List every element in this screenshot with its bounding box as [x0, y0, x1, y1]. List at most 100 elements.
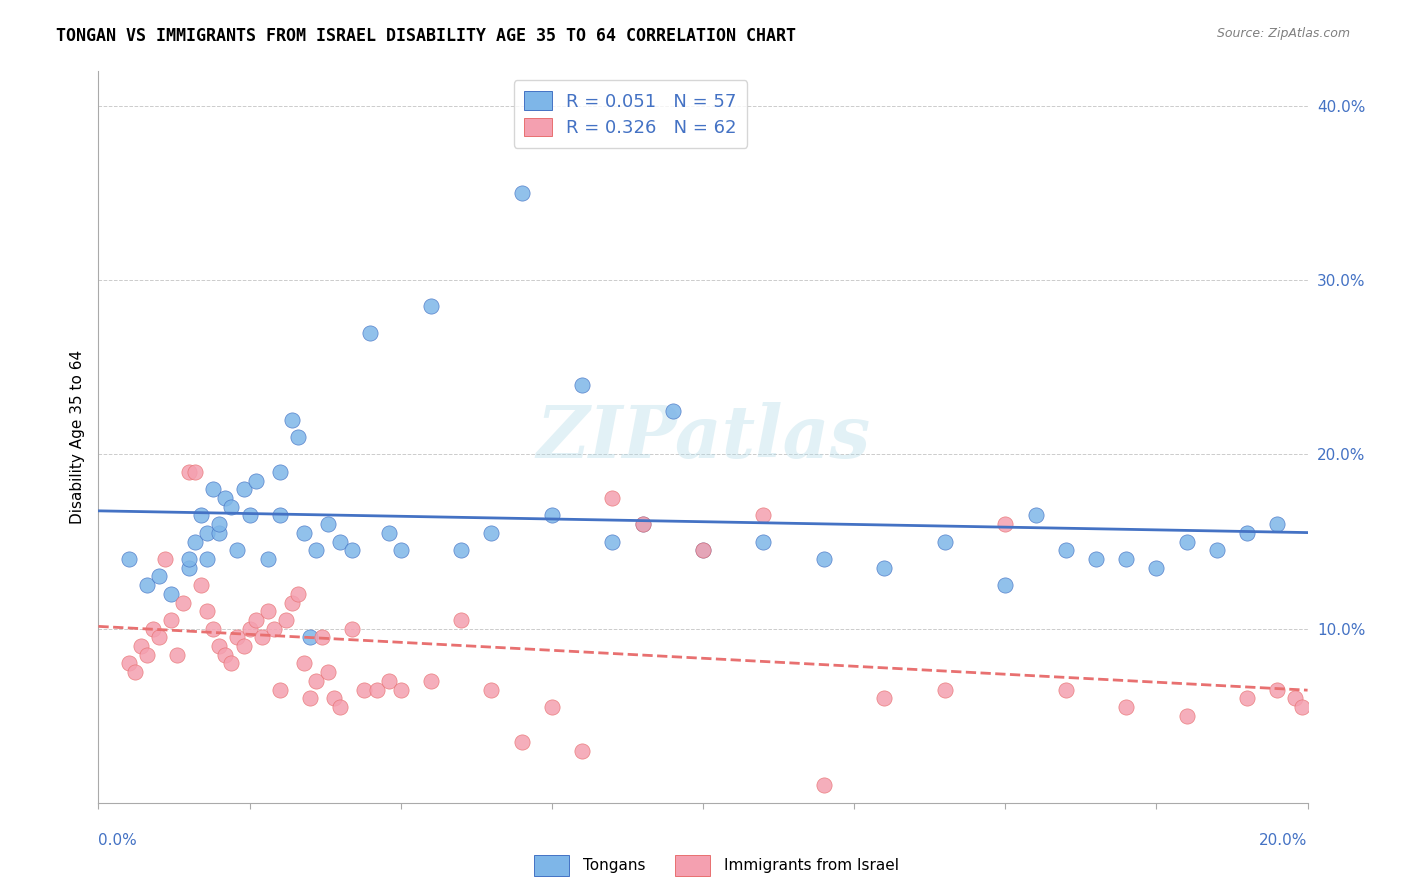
Point	[1236, 691, 1258, 706]
Point	[226, 631, 249, 645]
Point	[540, 508, 562, 523]
Point	[311, 631, 333, 645]
Point	[571, 377, 593, 392]
Point	[118, 552, 141, 566]
Point	[1054, 543, 1077, 558]
Point	[269, 465, 291, 479]
Point	[135, 578, 157, 592]
Point	[1267, 682, 1289, 697]
Point	[1267, 517, 1289, 532]
Text: 20.0%: 20.0%	[1260, 833, 1308, 848]
Point	[118, 657, 141, 671]
Point	[256, 604, 278, 618]
Point	[305, 673, 328, 688]
Point	[214, 648, 236, 662]
Point	[239, 508, 262, 523]
Point	[263, 622, 285, 636]
Point	[631, 517, 654, 532]
Point	[190, 508, 212, 523]
Point	[366, 682, 388, 697]
Point	[342, 543, 364, 558]
Point	[292, 525, 315, 540]
Point	[160, 613, 183, 627]
Legend: R = 0.051   N = 57, R = 0.326   N = 62: R = 0.051 N = 57, R = 0.326 N = 62	[513, 80, 748, 148]
Point	[389, 682, 412, 697]
Point	[166, 648, 188, 662]
Point	[353, 682, 375, 697]
Point	[184, 465, 207, 479]
Point	[245, 613, 267, 627]
Point	[226, 543, 249, 558]
Point	[221, 500, 243, 514]
Point	[1144, 560, 1167, 574]
Point	[142, 622, 165, 636]
Point	[135, 648, 157, 662]
Point	[245, 474, 267, 488]
Point	[269, 682, 291, 697]
Point	[752, 534, 775, 549]
Point	[1115, 700, 1137, 714]
Point	[994, 517, 1017, 532]
Point	[256, 552, 278, 566]
Point	[269, 508, 291, 523]
Point	[377, 525, 399, 540]
Point	[1206, 543, 1229, 558]
Point	[281, 412, 304, 426]
FancyBboxPatch shape	[675, 855, 710, 876]
Point	[1024, 508, 1046, 523]
Point	[450, 613, 472, 627]
Point	[172, 595, 194, 609]
Point	[202, 483, 225, 497]
Point	[148, 631, 170, 645]
Point	[221, 657, 243, 671]
Point	[299, 691, 322, 706]
Point	[179, 552, 201, 566]
Point	[287, 430, 309, 444]
Point	[873, 691, 896, 706]
Text: Tongans: Tongans	[583, 858, 645, 872]
Point	[813, 778, 835, 792]
Point	[1115, 552, 1137, 566]
Y-axis label: Disability Age 35 to 64: Disability Age 35 to 64	[69, 350, 84, 524]
Point	[250, 631, 273, 645]
Point	[1284, 691, 1306, 706]
Point	[316, 517, 339, 532]
Point	[232, 639, 254, 653]
Point	[481, 525, 503, 540]
Point	[420, 300, 443, 314]
Point	[602, 534, 624, 549]
Point	[934, 534, 956, 549]
Point	[342, 622, 364, 636]
Point	[994, 578, 1017, 592]
Point	[316, 665, 339, 680]
Point	[129, 639, 152, 653]
FancyBboxPatch shape	[534, 855, 569, 876]
Point	[153, 552, 176, 566]
Point	[540, 700, 562, 714]
Point	[299, 631, 322, 645]
Point	[481, 682, 503, 697]
Point	[873, 560, 896, 574]
Text: Source: ZipAtlas.com: Source: ZipAtlas.com	[1216, 27, 1350, 40]
Text: TONGAN VS IMMIGRANTS FROM ISRAEL DISABILITY AGE 35 TO 64 CORRELATION CHART: TONGAN VS IMMIGRANTS FROM ISRAEL DISABIL…	[56, 27, 796, 45]
Point	[813, 552, 835, 566]
Point	[323, 691, 346, 706]
Point	[214, 491, 236, 505]
Point	[420, 673, 443, 688]
Point	[148, 569, 170, 583]
Point	[239, 622, 262, 636]
Point	[232, 483, 254, 497]
Point	[1085, 552, 1108, 566]
Point	[179, 465, 201, 479]
Point	[752, 508, 775, 523]
Point	[510, 735, 533, 749]
Point	[389, 543, 412, 558]
Point	[692, 543, 714, 558]
Point	[571, 743, 593, 757]
Point	[195, 604, 218, 618]
Point	[1054, 682, 1077, 697]
Point	[510, 186, 533, 201]
Text: Immigrants from Israel: Immigrants from Israel	[724, 858, 898, 872]
Point	[1291, 700, 1313, 714]
Text: ZIPatlas: ZIPatlas	[536, 401, 870, 473]
